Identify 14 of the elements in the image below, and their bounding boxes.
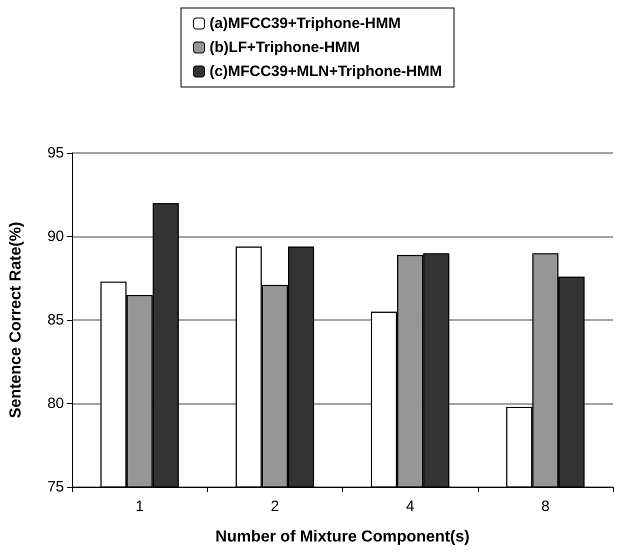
legend-label: (a)MFCC39+Triphone-HMM: [210, 15, 401, 32]
legend-label: (b)LF+Triphone-HMM: [210, 39, 360, 56]
legend-label: (c)MFCC39+MLN+Triphone-HMM: [210, 63, 442, 80]
y-axis-title: Sentence Correct Rate(%): [8, 222, 24, 418]
x-axis-title: Number of Mixture Component(s): [215, 528, 470, 546]
y-tick-label: 90: [47, 228, 64, 245]
x-tick-label: 4: [406, 498, 414, 515]
y-tick-label: 80: [47, 395, 64, 412]
x-tick-label: 1: [135, 498, 144, 515]
x-tick-label: 8: [541, 498, 550, 515]
y-tick-label: 75: [47, 478, 64, 496]
x-tick-label: 2: [270, 498, 280, 515]
y-tick-label: 85: [47, 312, 64, 328]
y-tick-label: 95: [47, 144, 64, 162]
